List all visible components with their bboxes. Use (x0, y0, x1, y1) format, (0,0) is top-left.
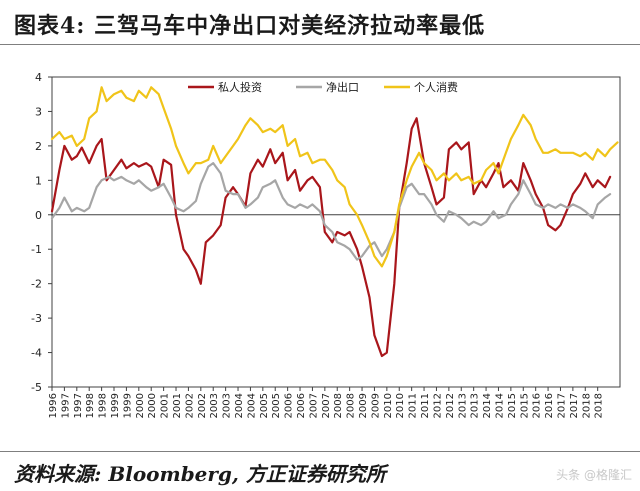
y-tick-label: -5 (31, 381, 42, 394)
x-tick-label: 2016 (544, 393, 555, 418)
x-tick-label: 2001 (160, 393, 171, 418)
series-line-0 (50, 117, 612, 358)
x-tick-label: 2014 (482, 393, 493, 418)
chart-title: 图表4: 三驾马车中净出口对美经济拉动率最低 (14, 13, 486, 39)
x-tick-label: 2005 (259, 393, 270, 418)
x-tick-label: 2013 (457, 393, 468, 418)
plot-frame (51, 76, 621, 388)
x-tick-label: 2015 (519, 393, 530, 418)
series-lines-layer (50, 86, 619, 358)
x-tick-label: 1999 (122, 393, 133, 418)
x-tick-label: 2005 (271, 393, 282, 418)
legend: 私人投资 净出口 个人消费 (188, 80, 458, 94)
x-tick-label: 2003 (222, 393, 233, 418)
y-tick-label: 4 (35, 71, 42, 84)
x-tick-label: 2015 (507, 393, 518, 418)
header-divider (0, 44, 640, 45)
x-tick-label: 2010 (383, 393, 394, 418)
chart-area: -5 -4 -3 -2 -1 0 1 2 3 4 1996 1997 1997 1998 1998 1999 1… (0, 45, 640, 450)
y-tick-label: 0 (35, 209, 42, 222)
x-tick-label: 2017 (556, 393, 567, 418)
x-tick-label: 2009 (358, 393, 369, 418)
x-tick-label: 1998 (98, 393, 109, 418)
x-tick-label: 1996 (48, 393, 59, 418)
chart-footer: 资料来源: Bloomberg, 方正证券研究所 头条 @格隆汇 (0, 452, 640, 491)
legend-label-1: 净出口 (326, 80, 359, 94)
x-tick-label: 1998 (85, 393, 96, 418)
y-tick-label: 2 (35, 140, 42, 153)
x-tick-label: 2016 (532, 393, 543, 418)
x-tick-label: 2010 (395, 393, 406, 418)
x-tick-label: 2017 (569, 393, 580, 418)
x-tick-label: 2006 (296, 393, 307, 418)
x-tick-label: 2008 (346, 393, 357, 418)
legend-label-0: 私人投资 (218, 80, 262, 94)
x-tick-label: 2004 (246, 393, 257, 418)
x-tick-label: 1999 (110, 393, 121, 418)
x-tick-label: 2006 (284, 393, 295, 418)
y-tick-label: 1 (35, 174, 42, 187)
chart-header: 图表4: 三驾马车中净出口对美经济拉动率最低 (0, 0, 640, 45)
y-tick-label: -4 (31, 347, 42, 360)
x-tick-label: 2007 (308, 393, 319, 418)
x-tick-label: 1997 (73, 393, 84, 418)
x-tick-label: 2004 (234, 393, 245, 418)
y-tick-label: -2 (31, 278, 42, 291)
x-tick-label: 2011 (420, 393, 431, 418)
y-tick-label: -1 (31, 243, 42, 256)
x-tick-label: 2001 (172, 393, 183, 418)
x-tick-label: 2018 (581, 393, 592, 418)
x-tick-label: 2014 (494, 393, 505, 418)
x-tick-label: 2002 (197, 393, 208, 418)
series-line-1 (50, 162, 612, 261)
x-tick-label: 2003 (209, 393, 220, 418)
y-tick-label: 3 (35, 105, 42, 118)
x-tick-label: 2012 (432, 393, 443, 418)
x-tick-label: 2000 (147, 393, 158, 418)
series-line-2 (50, 86, 619, 268)
source-note: 资料来源: Bloomberg, 方正证券研究所 (14, 462, 386, 486)
x-tick-label: 2009 (370, 393, 381, 418)
x-tick-label: 2007 (321, 393, 332, 418)
legend-label-2: 个人消费 (414, 80, 458, 94)
x-tick-label: 2002 (184, 393, 195, 418)
x-tick-label: 2013 (470, 393, 481, 418)
x-tick-label: 2011 (408, 393, 419, 418)
watermark: 头条 @格隆汇 (556, 468, 632, 482)
x-tick-label: 2018 (594, 393, 605, 418)
footer-divider (0, 451, 640, 452)
y-tick-label: -3 (31, 312, 42, 325)
x-tick-label: 2012 (445, 393, 456, 418)
x-tick-label: 1997 (60, 393, 71, 418)
x-tick-label: 2008 (333, 393, 344, 418)
x-tick-label: 2000 (135, 393, 146, 418)
